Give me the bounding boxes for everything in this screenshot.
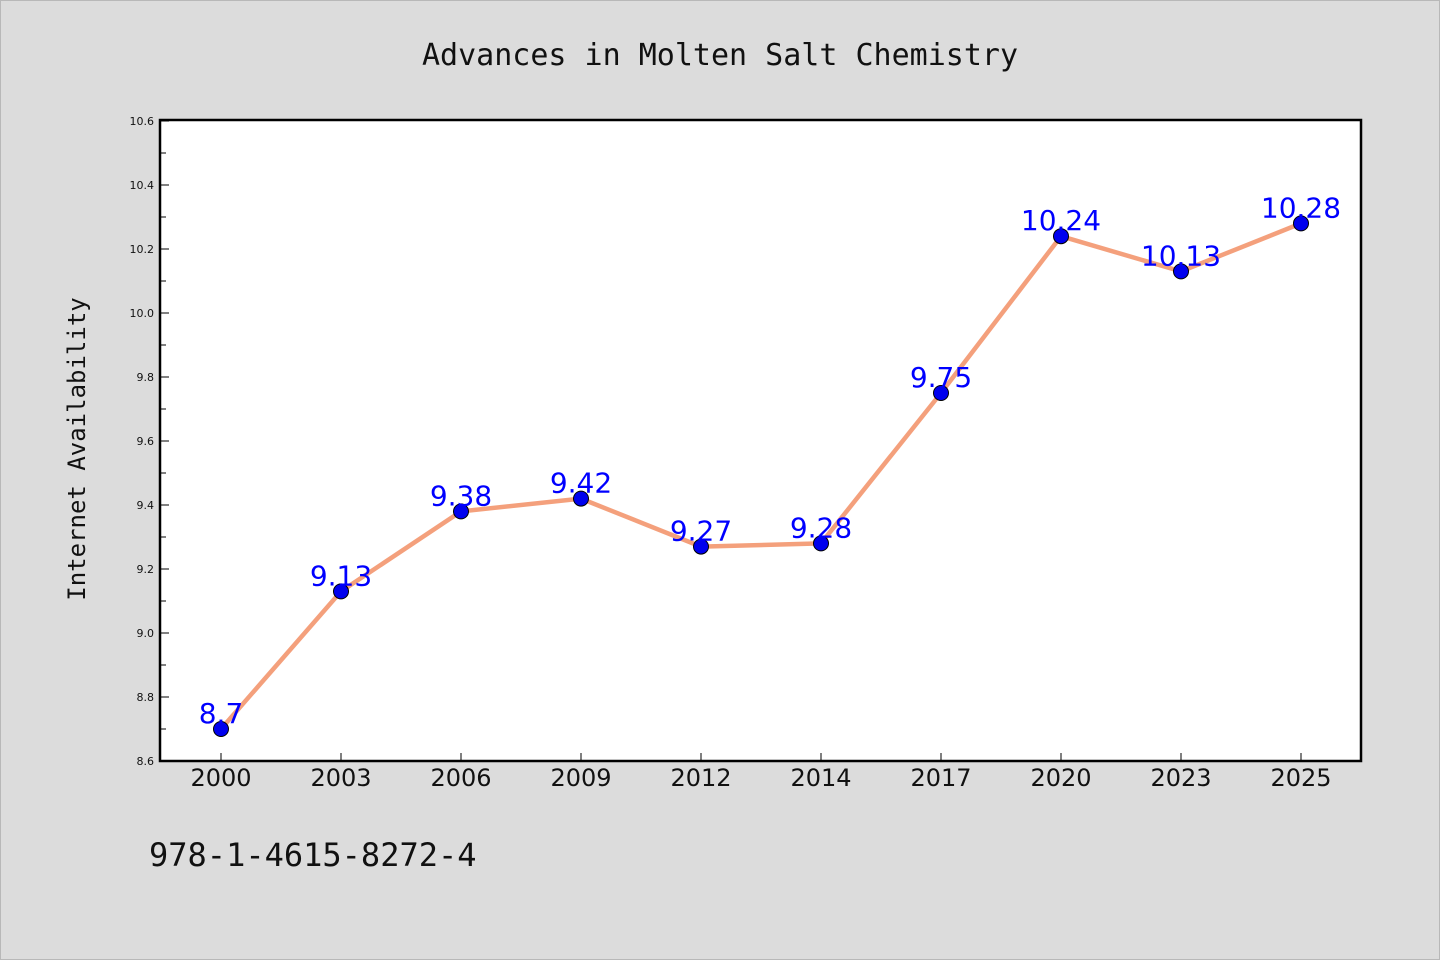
data-label: 8.7 [199,697,244,730]
x-tick-label: 2020 [1030,764,1091,792]
x-tick-label: 2003 [310,764,371,792]
y-tick-label: 9.4 [137,499,155,512]
y-tick-label: 8.6 [137,755,155,768]
y-tick-label: 9.0 [137,627,155,640]
data-labels-layer: 8.7 9.13 9.38 9.42 9.27 9.28 9.75 10.24 10.13 10.… [199,191,1341,730]
data-point [573,490,589,507]
data-label: 9.38 [430,479,492,512]
series-line [218,221,1304,732]
y-tick-label: 8.8 [137,691,155,704]
y-axis-label: Internet Availability [63,297,91,600]
y-tick-label: 9.6 [137,435,155,448]
data-point [213,721,229,737]
markers-layer [213,215,1309,737]
x-tick-label: 2023 [1150,764,1211,792]
chart-title: Advances in Molten Salt Chemistry [422,38,1018,73]
data-point [813,535,829,552]
y-tick-label: 10.0 [130,307,155,320]
data-label: 9.75 [910,361,972,394]
data-point [1053,228,1069,245]
data-label: 9.28 [790,511,852,544]
data-point [693,538,709,555]
data-point [453,503,469,520]
data-point [333,583,349,600]
series-line-layer [218,221,1304,732]
axes-layer: 8.6 8.8 9.0 9.2 9.4 9.6 9.8 10.0 10.2 10.4 10.6 200… [130,115,1332,792]
plot-area [158,118,1363,763]
y-tick-label: 10.6 [130,115,155,128]
data-label: 10.13 [1141,239,1221,272]
data-point [933,385,949,401]
x-tick-label: 2014 [790,764,851,792]
y-tick-label: 9.2 [137,563,155,576]
data-label: 10.24 [1021,204,1101,237]
x-tick-label: 2025 [1270,764,1331,792]
y-tick-label: 10.4 [130,179,155,192]
y-tick-label: 10.2 [130,243,155,256]
x-tick-label: 2017 [910,764,971,792]
data-label: 9.42 [550,467,612,500]
data-point [1293,215,1309,232]
x-tick-label: 2009 [550,764,611,792]
data-label: 10.28 [1261,191,1341,224]
x-tick-label: 2000 [190,764,251,792]
y-tick-label: 9.8 [137,371,155,384]
data-label: 9.13 [310,559,372,592]
x-tick-label: 2012 [670,764,731,792]
data-point [1173,263,1189,280]
x-tick-label: 2006 [430,764,491,792]
isbn-footer: 978-1-4615-8272-4 [149,836,477,874]
data-label: 9.27 [670,515,732,548]
